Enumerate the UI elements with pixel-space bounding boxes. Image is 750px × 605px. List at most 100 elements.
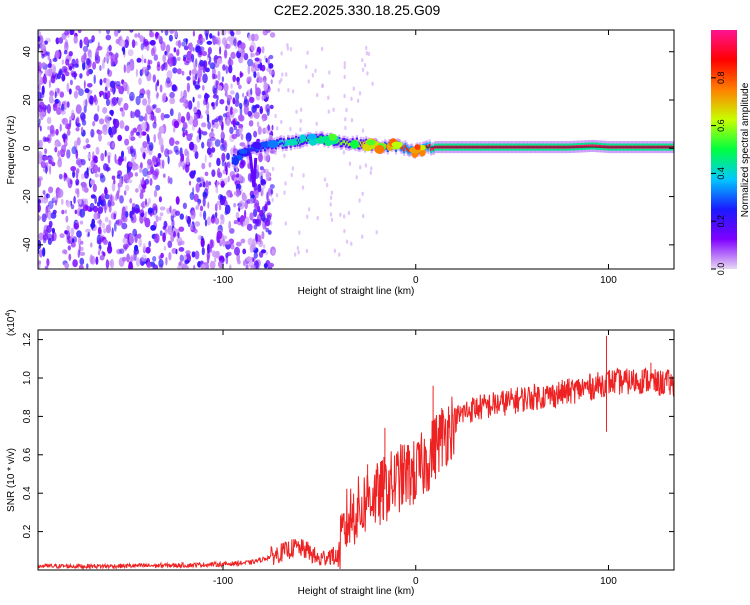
noise-dot [54, 98, 60, 104]
noise-dot [197, 201, 200, 207]
noise-dot [138, 237, 142, 248]
noise-dot [194, 221, 201, 227]
noise-dot [47, 54, 51, 61]
noise-dot [129, 210, 133, 219]
noise-dot [242, 260, 247, 267]
noise-dot [344, 125, 347, 131]
ridge-core [601, 145, 604, 149]
noise-dot [197, 68, 203, 78]
noise-dot [257, 64, 261, 69]
ridge-core [582, 144, 585, 148]
noise-dot [141, 201, 144, 210]
noise-dot [184, 60, 190, 66]
noise-dot [46, 233, 53, 241]
spectrogram-panel: -100 0 100 -40 -20 0 20 40 Height of straight … [6, 29, 675, 297]
noise-dot [124, 156, 127, 162]
noise-dot [77, 30, 82, 34]
noise-dot [220, 180, 225, 188]
noise-dot [90, 179, 95, 186]
ridge-blob [391, 141, 403, 148]
noise-dot [280, 119, 283, 125]
noise-dot [198, 127, 201, 134]
noise-dot [158, 216, 162, 221]
noise-dot [82, 45, 89, 53]
noise-dot [226, 116, 230, 127]
noise-dot [225, 43, 231, 49]
noise-dot [224, 204, 231, 215]
noise-dot [221, 152, 226, 163]
noise-dot [181, 70, 185, 76]
noise-dot [192, 47, 195, 52]
noise-dot [262, 117, 265, 123]
noise-dot [149, 39, 156, 46]
noise-dot [59, 91, 65, 98]
noise-dot [266, 191, 269, 202]
noise-dot [101, 222, 106, 229]
noise-dot [197, 94, 202, 99]
noise-dot [259, 235, 262, 245]
noise-dot [247, 237, 254, 246]
noise-dot [204, 93, 210, 99]
figure-title: C2E2.2025.330.18.25.G09 [274, 2, 441, 18]
noise-dot [266, 93, 269, 98]
noise-dot [260, 179, 267, 186]
ridge-blob [374, 144, 385, 154]
noise-dot [61, 144, 67, 153]
noise-dot [182, 102, 188, 107]
noise-dot [228, 220, 232, 231]
noise-dot [266, 201, 271, 206]
noise-dot [221, 37, 228, 46]
noise-dot [253, 33, 259, 42]
noise-dot [57, 150, 61, 158]
ridge-core [305, 139, 309, 142]
noise-dot [97, 130, 103, 135]
noise-dot [252, 257, 255, 263]
noise-dot [169, 137, 175, 147]
noise-dot [220, 30, 227, 36]
noise-dot [199, 205, 204, 212]
noise-dot [343, 61, 346, 66]
noise-dot [263, 153, 270, 162]
noise-dot [138, 115, 144, 122]
noise-dot [221, 214, 225, 225]
noise-dot [107, 90, 111, 99]
ridge-core [385, 145, 388, 148]
noise-dot [248, 96, 255, 104]
noise-dot [261, 231, 265, 240]
noise-dot [218, 203, 222, 211]
noise-dot [178, 247, 185, 252]
noise-dot [265, 177, 268, 183]
noise-dot [131, 39, 136, 48]
noise-dot [176, 56, 181, 62]
colorbar-ticks: 0.0 0.2 0.4 0.6 0.8 [711, 72, 726, 275]
noise-dot [237, 259, 241, 265]
noise-dot [194, 150, 199, 160]
svg-text:(x104): (x104) [5, 309, 17, 336]
noise-dot [130, 256, 134, 263]
noise-dot [217, 31, 220, 37]
noise-dot [216, 157, 221, 167]
noise-dot [222, 113, 228, 118]
noise-dot [249, 212, 254, 221]
noise-dot [232, 74, 236, 83]
noise-dot [78, 264, 84, 269]
noise-dot [81, 119, 87, 126]
noise-dot [128, 261, 133, 269]
ridge-blob [239, 148, 248, 155]
noise-dot [147, 170, 152, 175]
noise-dot [263, 184, 266, 189]
noise-dot [85, 57, 91, 66]
noise-dot [152, 104, 157, 109]
snr-x-label: Height of straight line (km) [298, 586, 415, 597]
noise-dot [75, 178, 80, 186]
noise-dot [183, 45, 189, 51]
noise-dot [154, 233, 160, 244]
noise-dot [117, 134, 123, 142]
noise-dot [189, 42, 193, 53]
noise-dot [290, 172, 293, 178]
noise-dot [271, 197, 274, 203]
noise-dot [172, 67, 178, 74]
noise-dot [78, 88, 84, 96]
noise-dot [193, 170, 196, 175]
noise-dot [199, 114, 203, 119]
